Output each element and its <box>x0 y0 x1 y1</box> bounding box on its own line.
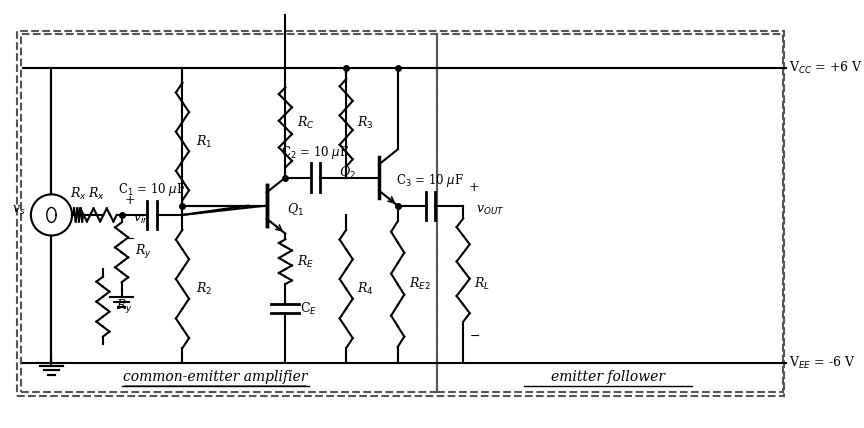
Text: V$_{CC}$ = +6 V: V$_{CC}$ = +6 V <box>789 60 862 76</box>
Text: R$_1$: R$_1$ <box>195 134 212 149</box>
Text: v$_s$: v$_s$ <box>12 204 25 217</box>
Text: V$_{EE}$ = -6 V: V$_{EE}$ = -6 V <box>789 355 855 371</box>
Text: $-$: $-$ <box>469 329 480 342</box>
Text: R$_y$: R$_y$ <box>135 244 152 262</box>
Text: C$_2$ = 10 $\mu$F: C$_2$ = 10 $\mu$F <box>282 144 349 160</box>
Text: R$_{E2}$: R$_{E2}$ <box>409 276 431 292</box>
Text: R$_x$: R$_x$ <box>88 186 105 202</box>
Text: R$_x$: R$_x$ <box>70 186 86 202</box>
Text: C$_E$: C$_E$ <box>301 300 318 317</box>
Text: C$_1$ = 10 $\mu$F: C$_1$ = 10 $\mu$F <box>118 181 186 198</box>
Text: common-emitter amplifier: common-emitter amplifier <box>123 370 308 384</box>
Text: R$_C$: R$_C$ <box>296 115 314 131</box>
Text: C$_3$ = 10 $\mu$F: C$_3$ = 10 $\mu$F <box>397 172 464 189</box>
Text: emitter follower: emitter follower <box>551 370 665 384</box>
Text: R$_y$: R$_y$ <box>116 297 133 315</box>
Text: v$_{in}$: v$_{in}$ <box>133 213 149 226</box>
Text: $-$: $-$ <box>124 232 136 245</box>
Text: R$_L$: R$_L$ <box>474 276 491 292</box>
Text: +: + <box>124 194 135 208</box>
Text: R$_3$: R$_3$ <box>358 115 374 131</box>
Text: Q$_1$: Q$_1$ <box>287 202 304 218</box>
Text: v$_{OUT}$: v$_{OUT}$ <box>476 204 505 217</box>
Text: R$_4$: R$_4$ <box>358 281 374 297</box>
Text: Q$_2$: Q$_2$ <box>339 165 356 181</box>
Text: R$_E$: R$_E$ <box>296 254 314 270</box>
Text: R$_2$: R$_2$ <box>195 281 212 297</box>
Text: +: + <box>469 181 480 194</box>
